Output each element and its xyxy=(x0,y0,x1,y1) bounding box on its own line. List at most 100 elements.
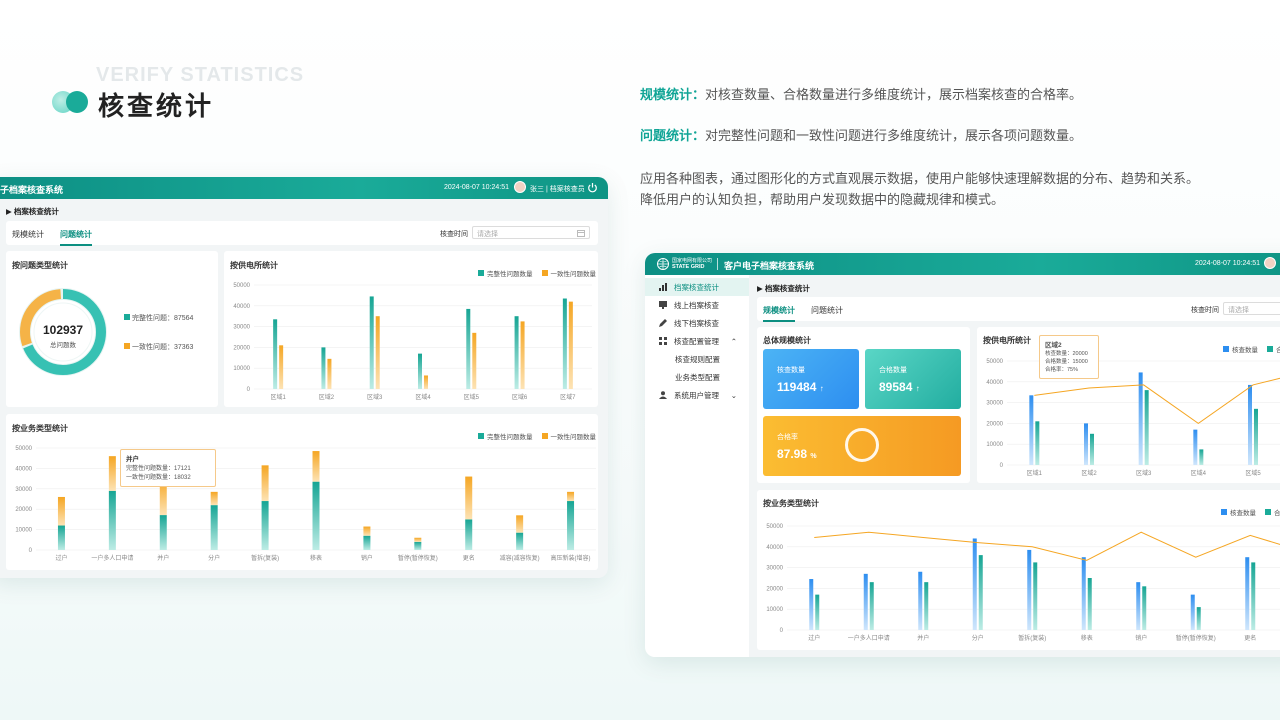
bar xyxy=(809,579,814,630)
y-tick-label: 40000 xyxy=(986,380,1003,386)
power-icon[interactable] xyxy=(587,182,598,193)
y-tick-label: 40000 xyxy=(766,545,783,551)
bar xyxy=(1138,372,1143,465)
trend-line xyxy=(1034,377,1280,425)
user-info[interactable]: 张三 | 档案核查员 xyxy=(530,186,585,193)
x-tick-label: 暂停(暂停恢复) xyxy=(398,554,438,562)
avatar-icon[interactable] xyxy=(514,181,526,193)
divider xyxy=(717,258,718,270)
bar xyxy=(108,456,116,491)
calendar-icon[interactable] xyxy=(577,229,585,237)
panel-title: 按业务类型统计 xyxy=(763,499,819,508)
bar xyxy=(568,301,573,389)
bar xyxy=(1027,549,1032,630)
app-title: 客户电子档案核查系统 xyxy=(724,261,815,271)
pass-rate-card: 合格率 87.98 % xyxy=(763,416,961,476)
top-bar: 国家电网有限公司 STATE GRID 客户电子档案核查系统 2024-08-0… xyxy=(645,253,1280,275)
y-tick-label: 0 xyxy=(247,387,251,393)
time-placeholder: 请选择 xyxy=(1228,307,1249,314)
card-label: 合格率 xyxy=(777,434,798,441)
y-tick-label: 30000 xyxy=(15,487,32,493)
legend-integrity: 完整性问题：87564 xyxy=(124,313,193,323)
panel-title: 按问题类型统计 xyxy=(12,261,68,270)
donut-slice-integrity xyxy=(20,289,106,375)
chevron-up-icon[interactable]: ⌃ xyxy=(730,336,737,346)
datetime: 2024-08-07 10:24:51 xyxy=(444,184,509,191)
bar xyxy=(1090,433,1094,465)
x-tick-label: 并户 xyxy=(157,554,169,562)
y-tick-label: 20000 xyxy=(766,586,783,592)
sidebar-item-offline[interactable]: 线下档案核查 xyxy=(645,314,749,332)
company-name: 国家电网有限公司 xyxy=(672,258,713,264)
sidebar-item-users[interactable]: 系统用户管理 ⌄ xyxy=(645,386,749,404)
bar xyxy=(1251,562,1256,630)
avatar-icon[interactable] xyxy=(1264,257,1276,269)
tab-scale[interactable]: 规模统计 xyxy=(12,230,44,239)
bar xyxy=(321,347,326,389)
chevron-down-icon[interactable]: ⌄ xyxy=(730,390,737,400)
bar xyxy=(472,332,477,389)
bar xyxy=(108,490,116,550)
monitor-icon xyxy=(659,301,667,309)
chart-tooltip: 并户 完整性问题数量：17121 一致性问题数量：18032 xyxy=(120,449,216,487)
bar xyxy=(57,525,65,550)
time-picker-input[interactable]: 请选择 xyxy=(1223,302,1280,315)
time-picker-input[interactable]: 请选择 xyxy=(472,226,590,239)
bar-chart-icon xyxy=(659,283,667,291)
scale-stats-dashboard: 国家电网有限公司 STATE GRID 客户电子档案核查系统 2024-08-0… xyxy=(645,253,1280,657)
bar xyxy=(159,515,167,550)
bar xyxy=(279,345,284,389)
y-tick-label: 30000 xyxy=(986,401,1003,407)
state-grid-logo-icon xyxy=(657,258,669,270)
x-tick-label: 过户 xyxy=(55,554,67,562)
y-tick-label: 10000 xyxy=(233,366,250,372)
station-bar-chart: 50000 40000 30000 20000 10000 0 区域1 区域2 区域3 区域4 区域… xyxy=(233,283,592,401)
tab-scale[interactable]: 规模统计 xyxy=(763,305,795,322)
desc-para2: 降低用户的认知负担，帮助用户发现数据中的隐藏规律和模式。 xyxy=(640,192,1005,207)
x-tick-label: 过户 xyxy=(808,634,820,642)
sidebar-item-rules[interactable]: 核查规则配置 xyxy=(675,354,720,364)
bar xyxy=(1084,423,1088,465)
bar xyxy=(972,538,977,630)
overview-panel: 总体规模统计 核查数量 119484 ↑ 合格数量 89584 ↑ 合格率 87… xyxy=(757,327,970,483)
sidebar-item-config[interactable]: 核查配置管理 ⌃ xyxy=(645,332,749,350)
bar xyxy=(466,308,471,389)
donut-slice-consistency xyxy=(20,289,106,375)
y-tick-label: 30000 xyxy=(766,566,783,572)
x-tick-label: 暂拆(复装) xyxy=(251,554,279,562)
sidebar-item-biztype[interactable]: 业务类型配置 xyxy=(675,372,720,382)
issue-desc: 问题统计：对完整性问题和一致性问题进行多维度统计，展示各项问题数量。 xyxy=(640,128,1083,143)
x-tick-label: 分户 xyxy=(208,554,220,562)
x-tick-label: 一户多人口申请 xyxy=(848,634,890,642)
tab-issue[interactable]: 问题统计 xyxy=(811,306,843,315)
bar xyxy=(312,481,320,550)
x-tick-label: 区域2 xyxy=(319,393,335,401)
sidebar-item-stats[interactable]: 档案核查统计 xyxy=(645,278,749,296)
x-tick-label: 区域7 xyxy=(560,393,576,401)
issue-stats-dashboard: 子档案核查系统 2024-08-07 10:24:51 张三 | 档案核查员 ▶… xyxy=(0,177,608,578)
y-tick-label: 50000 xyxy=(15,446,32,452)
bar xyxy=(869,582,874,630)
trend-line xyxy=(814,531,1280,561)
bar xyxy=(1035,421,1040,465)
bar xyxy=(369,296,374,389)
x-tick-label: 区域3 xyxy=(1136,469,1152,477)
tab-issue[interactable]: 问题统计 xyxy=(60,229,92,246)
app-title: 子档案核查系统 xyxy=(0,185,64,195)
sidebar-item-online[interactable]: 线上档案核查 xyxy=(645,296,749,314)
bar xyxy=(375,316,380,389)
decor-dot-icon xyxy=(66,91,88,113)
page-title: 核查统计 xyxy=(98,91,215,121)
x-tick-label: 区域5 xyxy=(464,393,480,401)
bar xyxy=(1199,449,1204,465)
issue-donut-chart xyxy=(19,288,107,376)
y-tick-label: 50000 xyxy=(766,524,783,530)
bar xyxy=(414,537,422,542)
x-tick-label: 区域2 xyxy=(1081,469,1097,477)
scale-desc: 规模统计：对核查数量、合格数量进行多维度统计，展示档案核查的合格率。 xyxy=(640,87,1083,102)
bar xyxy=(516,532,524,550)
card-value: 119484 ↑ xyxy=(777,380,824,394)
bar xyxy=(1087,578,1092,630)
bar xyxy=(1245,557,1250,630)
x-tick-label: 销户 xyxy=(1135,634,1147,642)
